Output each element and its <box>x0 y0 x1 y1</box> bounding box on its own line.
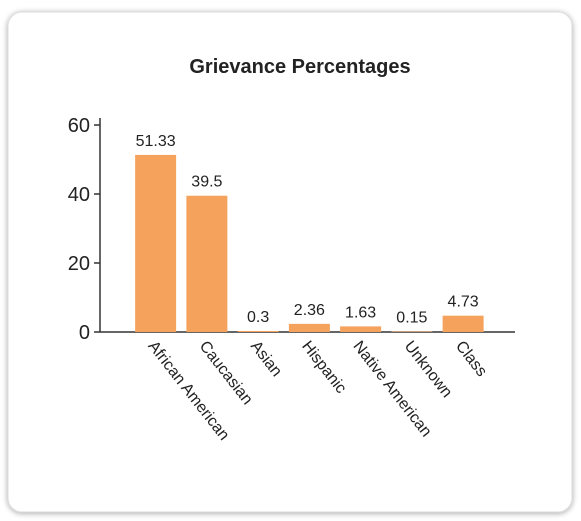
value-label: 51.33 <box>136 133 176 150</box>
y-tick-label: 0 <box>79 322 90 344</box>
bar <box>340 326 382 332</box>
y-tick-label: 60 <box>68 115 90 137</box>
bar <box>442 315 484 332</box>
value-label: 0.15 <box>396 309 427 326</box>
value-label: 1.63 <box>345 304 376 321</box>
bar <box>391 331 433 332</box>
value-label: 0.3 <box>247 309 269 326</box>
value-label: 4.73 <box>448 294 479 311</box>
bar <box>135 154 177 332</box>
bar <box>288 323 330 332</box>
chart-title: Grievance Percentages <box>189 56 410 78</box>
bar <box>237 330 279 332</box>
y-tick-label: 20 <box>68 253 90 275</box>
value-label: 39.5 <box>191 174 222 191</box>
card <box>7 11 573 513</box>
value-label: 2.36 <box>294 302 325 319</box>
y-tick-label: 40 <box>68 184 90 206</box>
bar <box>186 195 228 332</box>
